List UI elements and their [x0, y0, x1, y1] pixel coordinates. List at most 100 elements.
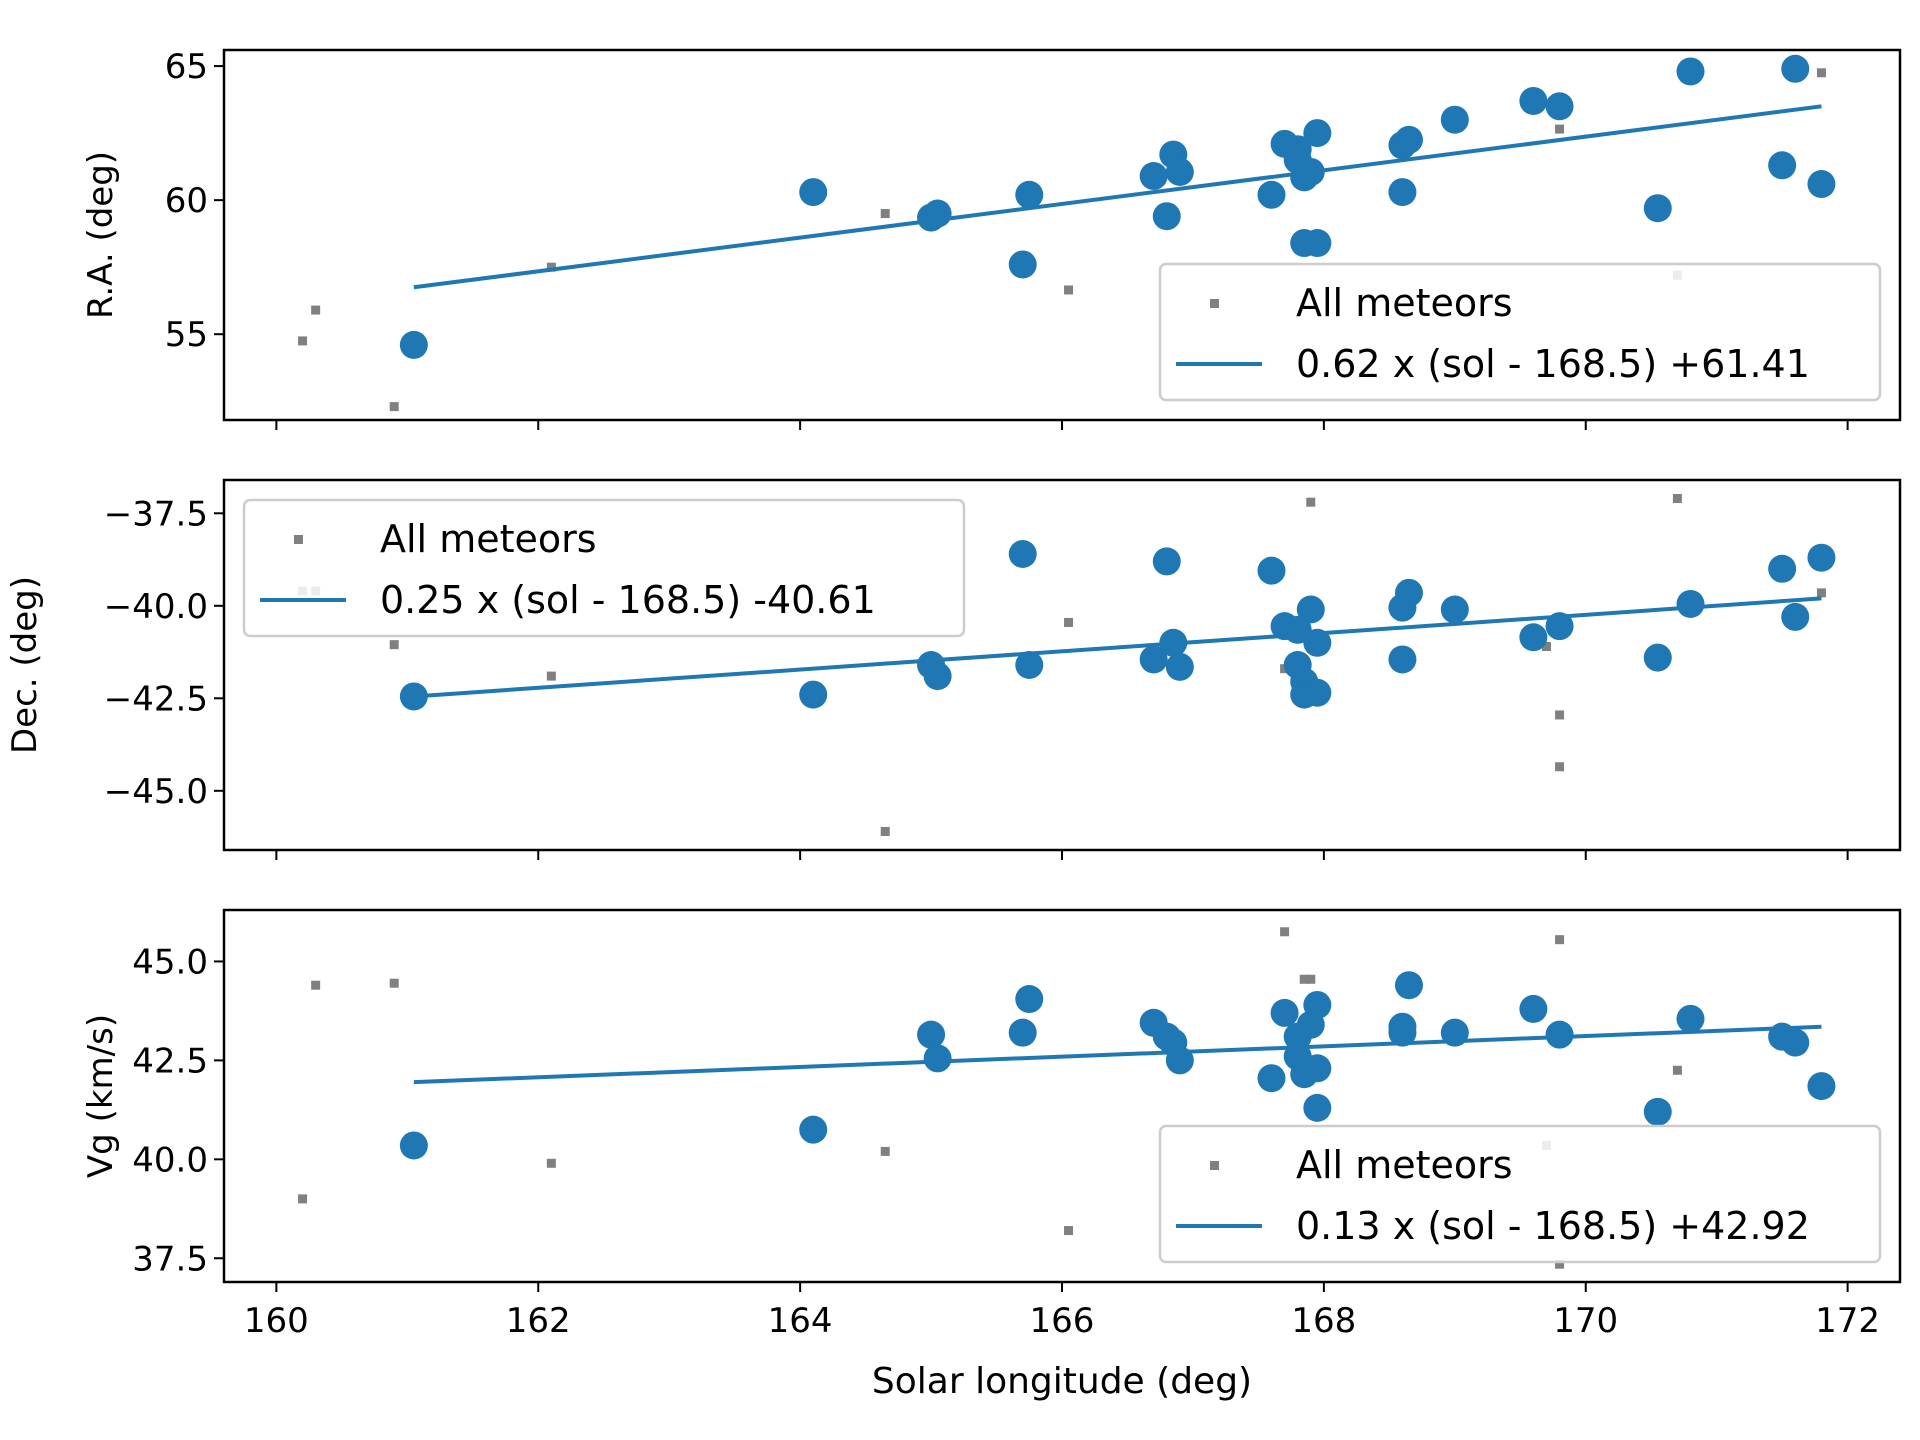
selected-meteor-point	[1545, 612, 1574, 641]
selected-meteor-point	[1303, 119, 1332, 148]
y-tick-label: 55	[165, 315, 208, 355]
all-meteor-point	[389, 978, 399, 988]
y-tick-label: 40.0	[132, 1140, 208, 1180]
selected-meteor-point	[1270, 998, 1299, 1027]
all-meteor-point	[1555, 124, 1565, 134]
x-tick-label: 170	[1553, 1301, 1618, 1341]
legend-all-label: All meteors	[380, 517, 597, 561]
selected-meteor-point	[1008, 250, 1037, 279]
x-tick-label: 164	[768, 1301, 833, 1341]
selected-meteor-point	[1781, 54, 1810, 83]
selected-meteor-point	[1643, 643, 1672, 672]
y-tick-label: 45.0	[132, 942, 208, 982]
selected-meteor-point	[1676, 57, 1705, 86]
selected-meteor-point	[1257, 180, 1286, 209]
all-meteor-point	[1816, 588, 1826, 598]
all-meteor-point	[546, 262, 556, 272]
selected-meteor-point	[1394, 578, 1423, 607]
all-meteor-point	[1280, 927, 1290, 937]
panel-vg: 37.5 40.0 42.5 45.0 160 162 164 166 168 170 172 Vg …	[81, 908, 1902, 1341]
selected-meteor-point	[1015, 180, 1044, 209]
axes-frame	[222, 478, 1902, 852]
y-tick-label: −40.0	[104, 587, 208, 627]
y-tick-label: 65	[165, 47, 208, 87]
legend: All meteors 0.13 x (sol - 168.5) +42.92	[1158, 1124, 1882, 1264]
selected-meteor-point	[1015, 651, 1044, 679]
selected-meteor-point	[1643, 1097, 1672, 1126]
all-meteor-point	[1541, 642, 1551, 651]
all-meteor-point	[389, 640, 399, 650]
panel-ra: 55 60 65 R.A. (deg) All meteors 0.62 x (sol -…	[81, 47, 1902, 430]
selected-meteor-point	[1388, 178, 1417, 207]
selected-meteor-point	[399, 1131, 428, 1160]
all-meteor-point	[1672, 1065, 1682, 1075]
selected-meteor-point	[1768, 151, 1797, 180]
selected-meteor-point	[1519, 623, 1548, 652]
selected-meteor-point	[1388, 645, 1417, 674]
all-meteor-point	[1672, 494, 1682, 503]
selected-meteor-point	[1165, 1046, 1194, 1075]
selected-meteor-point	[1015, 985, 1044, 1014]
x-tick-label: 162	[506, 1301, 571, 1341]
all-meteor-point	[1555, 762, 1565, 772]
x-tick-label: 168	[1291, 1301, 1356, 1341]
selected-meteor-point	[799, 680, 828, 709]
selected-meteor-point	[1440, 1018, 1469, 1047]
data-layer	[298, 54, 1836, 412]
all-meteor-point	[1555, 710, 1565, 720]
x-tick-label: 166	[1030, 1301, 1095, 1341]
all-meteor-point	[880, 827, 890, 836]
y-tick-label: −42.5	[104, 679, 208, 719]
selected-meteor-point	[923, 1044, 952, 1073]
selected-meteor-point	[1768, 554, 1797, 583]
all-meteor-point	[1306, 974, 1316, 984]
all-meteor-point	[311, 980, 321, 990]
selected-meteor-point	[1519, 994, 1548, 1023]
all-meteor-point	[1306, 497, 1316, 507]
all-meteor-point	[1555, 935, 1565, 945]
legend: All meteors 0.25 x (sol - 168.5) -40.61	[242, 498, 966, 638]
selected-meteor-point	[1303, 678, 1332, 707]
selected-meteor-point	[923, 199, 952, 228]
legend-fit-label: 0.13 x (sol - 168.5) +42.92	[1296, 1204, 1810, 1248]
x-axis-label: Solar longitude (deg)	[872, 1361, 1252, 1402]
fit-line	[413, 1024, 1822, 1085]
selected-meteor-point	[1781, 602, 1810, 631]
selected-meteor-point	[799, 178, 828, 207]
all-meteor-point	[1064, 1226, 1074, 1236]
y-tick-label: −45.0	[104, 772, 208, 812]
selected-meteor-point	[399, 682, 428, 711]
legend-box	[1158, 262, 1882, 402]
y-tick-label: 42.5	[132, 1041, 208, 1081]
selected-meteor-point	[1139, 645, 1168, 674]
y-axis-label: Dec. (deg)	[5, 576, 45, 754]
axes-frame	[222, 48, 1902, 422]
selected-meteor-point	[1159, 628, 1188, 657]
panels: 55 60 65 R.A. (deg) All meteors 0.62 x (sol -…	[5, 47, 1902, 1341]
all-meteor-point	[298, 336, 308, 346]
legend-all-label: All meteors	[1296, 281, 1513, 325]
all-meteor-point	[546, 1158, 556, 1168]
selected-meteor-point	[1165, 652, 1194, 681]
fit-line	[413, 104, 1822, 290]
selected-meteor-point	[1303, 1054, 1332, 1083]
selected-meteor-point	[1152, 202, 1181, 231]
y-tick-label: −37.5	[104, 494, 208, 534]
selected-meteor-point	[1303, 229, 1332, 258]
all-meteor-point	[298, 1194, 308, 1204]
selected-meteor-point	[1296, 595, 1325, 624]
legend-all-marker	[1210, 1161, 1219, 1170]
legend-all-label: All meteors	[1296, 1143, 1513, 1187]
all-meteor-point	[1299, 974, 1309, 984]
y-axis-label: R.A. (deg)	[81, 151, 121, 319]
y-tick-label: 60	[165, 181, 208, 221]
selected-meteor-point	[1303, 990, 1332, 1019]
all-meteor-point	[1064, 617, 1074, 627]
y-tick-label: 37.5	[132, 1239, 208, 1279]
legend-fit-label: 0.25 x (sol - 168.5) -40.61	[380, 578, 876, 622]
selected-meteor-point	[1440, 595, 1469, 624]
axes-frame	[222, 908, 1902, 1284]
panel-dec: −37.5 −40.0 −42.5 −45.0 Dec. (deg) All meteor…	[5, 478, 1902, 860]
selected-meteor-point	[1008, 1018, 1037, 1047]
